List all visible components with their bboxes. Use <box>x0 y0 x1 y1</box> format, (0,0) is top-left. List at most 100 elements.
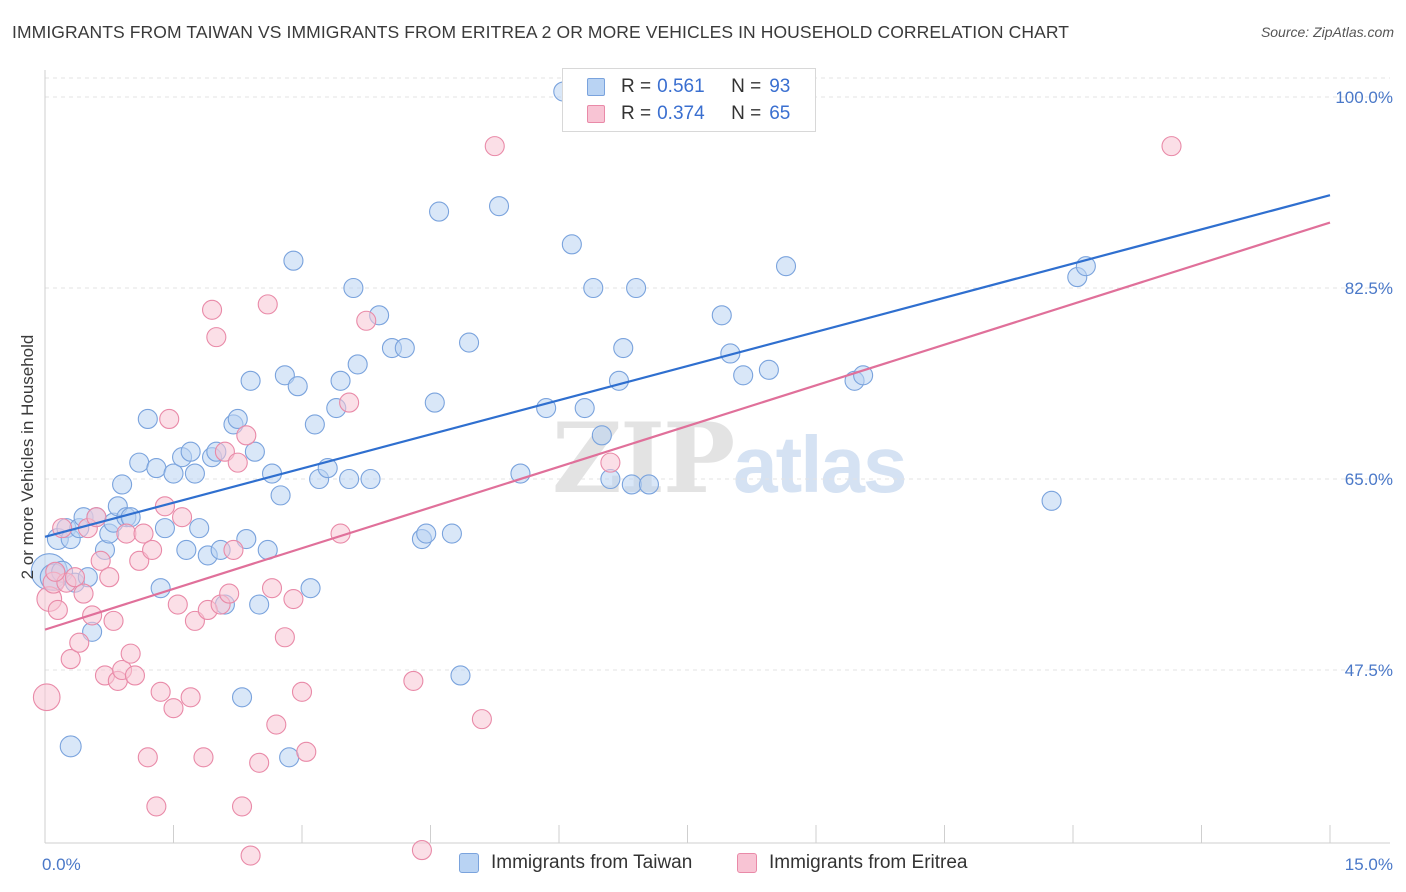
eritrea-point <box>180 687 201 708</box>
eritrea-point <box>236 425 257 446</box>
source-label: Source: ZipAtlas.com <box>1260 24 1394 40</box>
taiwan-point <box>574 398 595 419</box>
eritrea-point <box>231 796 253 817</box>
eritrea-point <box>214 441 235 462</box>
taiwan-point <box>261 463 283 484</box>
taiwan-trend-line <box>44 194 1331 538</box>
eritrea-point <box>45 561 66 582</box>
taiwan-point <box>180 441 201 462</box>
eritrea-point <box>202 299 223 320</box>
taiwan-point <box>137 408 158 430</box>
taiwan-point <box>775 256 797 277</box>
taiwan-point <box>450 665 471 686</box>
eritrea-point <box>206 327 227 348</box>
legend-n-label: N = <box>731 103 762 124</box>
taiwan-point <box>488 196 510 217</box>
eritrea-point <box>60 649 81 670</box>
eritrea-points <box>32 136 1182 866</box>
eritrea-point <box>167 594 188 615</box>
eritrea-point <box>99 567 120 588</box>
legend-r-value-taiwan: 0.561 <box>657 76 705 97</box>
taiwan-point <box>283 250 304 271</box>
eritrea-point <box>339 392 360 413</box>
taiwan-point <box>1041 490 1062 511</box>
taiwan-point <box>146 458 167 479</box>
eritrea-point <box>172 507 193 528</box>
y-axis-title: 2 or more Vehicles in Household <box>18 335 37 580</box>
eritrea-point <box>69 632 90 653</box>
eritrea-point <box>193 747 214 768</box>
taiwan-point <box>720 343 741 364</box>
taiwan-point <box>249 594 270 615</box>
legend-swatch-eritrea <box>587 105 605 123</box>
taiwan-point <box>236 528 257 550</box>
taiwan-point <box>758 359 779 380</box>
eritrea-point <box>154 496 175 517</box>
taiwan-point <box>347 354 368 375</box>
taiwan-point <box>330 370 351 391</box>
taiwan-point <box>176 539 197 560</box>
eritrea-point <box>133 523 154 544</box>
taiwan-point <box>429 201 450 222</box>
taiwan-point <box>621 474 642 495</box>
y-tick-label: 47.5% <box>1345 661 1393 680</box>
series-swatch-taiwan <box>459 853 479 873</box>
eritrea-point <box>356 310 377 331</box>
eritrea-point <box>129 550 150 571</box>
eritrea-point <box>249 752 270 773</box>
eritrea-point <box>146 796 167 817</box>
eritrea-point <box>266 714 287 735</box>
eritrea-point <box>471 709 492 730</box>
eritrea-point <box>47 599 68 621</box>
taiwan-point <box>638 474 660 495</box>
taiwan-point <box>150 578 171 599</box>
legend-r-value-eritrea: 0.374 <box>657 103 705 124</box>
legend-row-eritrea: R = 0.374 N = 65 <box>587 102 790 126</box>
eritrea-point <box>159 408 180 430</box>
eritrea-point <box>223 539 244 560</box>
taiwan-point <box>394 337 415 359</box>
taiwan-point <box>733 365 754 386</box>
eritrea-point <box>124 665 145 686</box>
eritrea-point <box>296 741 317 762</box>
legend-swatch-taiwan <box>587 78 605 96</box>
taiwan-point <box>626 277 647 299</box>
eritrea-point <box>403 670 424 691</box>
taiwan-point <box>154 518 175 539</box>
taiwan-point <box>561 234 582 255</box>
eritrea-point <box>1161 136 1182 157</box>
legend-n-value-eritrea: 65 <box>769 103 791 124</box>
chart-title: IMMIGRANTS FROM TAIWAN VS IMMIGRANTS FRO… <box>12 22 1070 42</box>
taiwan-point <box>112 474 133 495</box>
taiwan-point <box>129 452 150 473</box>
eritrea-point <box>283 589 304 610</box>
taiwan-point <box>424 392 445 413</box>
eritrea-point <box>257 294 278 315</box>
y-tick-label: 100.0% <box>1335 88 1393 107</box>
taiwan-point <box>853 365 874 386</box>
eritrea-point <box>184 610 205 631</box>
y-tick-label: 65.0% <box>1345 470 1393 489</box>
eritrea-point <box>240 845 261 866</box>
taiwan-point <box>184 463 205 484</box>
taiwan-point <box>416 523 437 544</box>
taiwan-point <box>613 337 634 359</box>
eritrea-point <box>484 136 505 157</box>
eritrea-point <box>411 840 432 861</box>
taiwan-point <box>231 687 253 708</box>
eritrea-point <box>219 583 240 604</box>
taiwan-point <box>360 468 381 490</box>
legend-r-label: R = <box>621 76 652 97</box>
eritrea-point <box>261 578 283 599</box>
series-legend-eritrea: Immigrants from Eritrea <box>737 852 967 874</box>
x-tick-label: 0.0% <box>42 855 81 874</box>
legend-n-label: N = <box>731 76 762 97</box>
taiwan-point <box>300 578 321 599</box>
eritrea-point <box>163 698 184 719</box>
eritrea-point <box>274 627 295 648</box>
taiwan-point <box>59 735 82 758</box>
eritrea-point <box>291 681 313 702</box>
legend-r-label: R = <box>621 103 652 124</box>
taiwan-points <box>30 81 1096 768</box>
